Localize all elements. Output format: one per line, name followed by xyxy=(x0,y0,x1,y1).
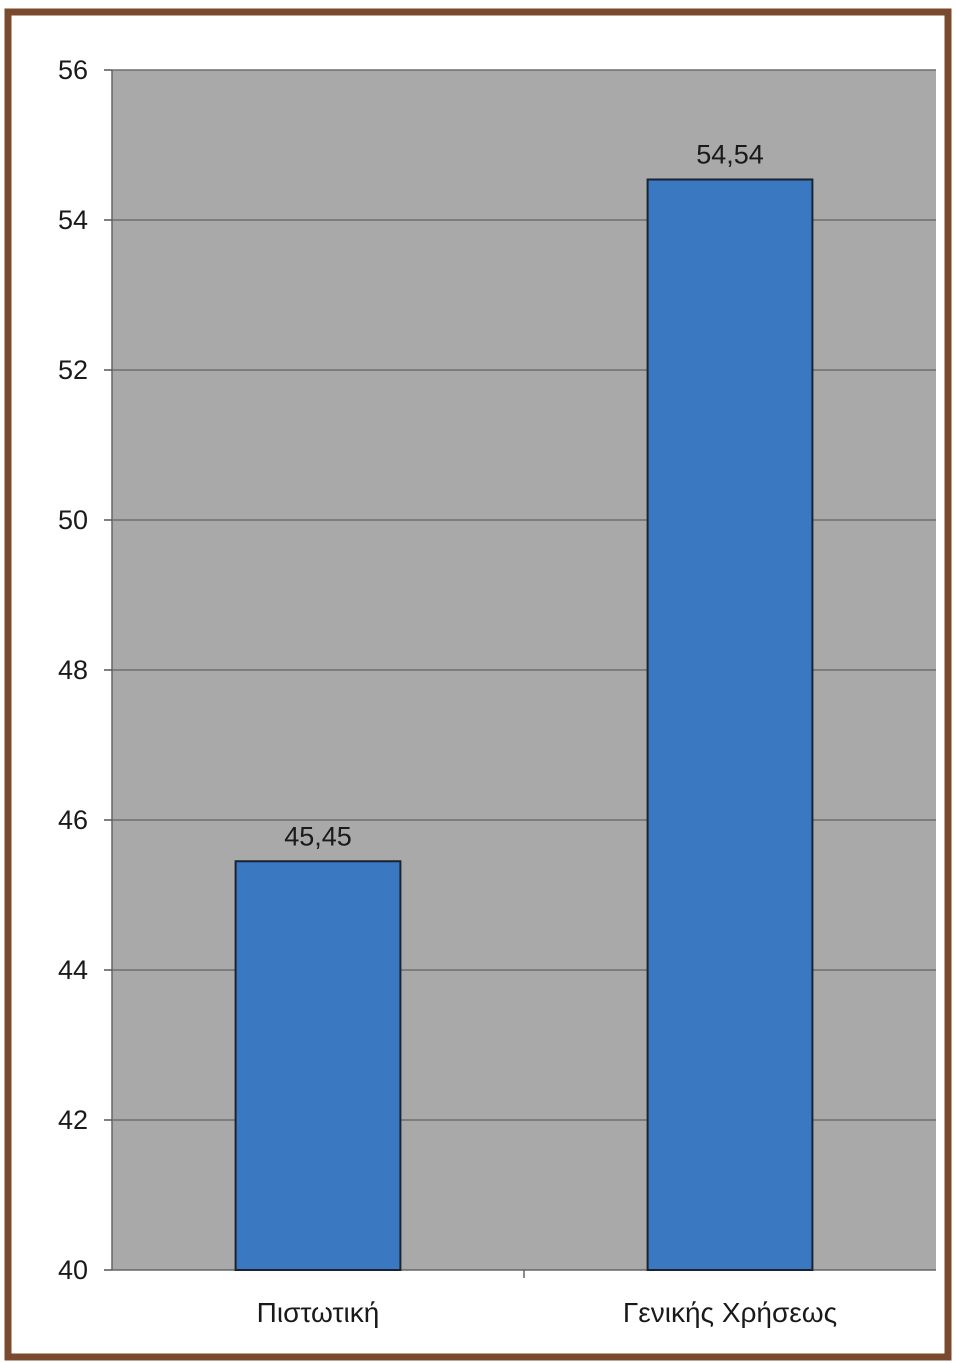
y-tick-label: 50 xyxy=(58,505,88,535)
data-labels: 45,45 54,54 xyxy=(284,140,764,852)
y-tick-label: 42 xyxy=(58,1105,88,1135)
bars xyxy=(234,178,814,1271)
category-label-2: Γενικής Χρήσεως xyxy=(623,1297,837,1328)
y-tick-label: 54 xyxy=(58,205,88,235)
y-tick-label: 56 xyxy=(58,55,88,85)
y-axis-ticks: 40 42 44 46 48 50 52 54 56 xyxy=(58,55,112,1285)
bar-1 xyxy=(234,860,402,1271)
y-tick-label: 46 xyxy=(58,805,88,835)
data-label-1: 45,45 xyxy=(284,821,352,851)
category-labels: Πιστωτική Γενικής Χρήσεως xyxy=(257,1297,837,1328)
category-label-1: Πιστωτική xyxy=(257,1297,380,1328)
y-tick-label: 52 xyxy=(58,355,88,385)
data-label-2: 54,54 xyxy=(696,140,764,170)
y-tick-label: 48 xyxy=(58,655,88,685)
y-tick-label: 40 xyxy=(58,1255,88,1285)
bar-2 xyxy=(646,178,814,1271)
y-tick-label: 44 xyxy=(58,955,88,985)
